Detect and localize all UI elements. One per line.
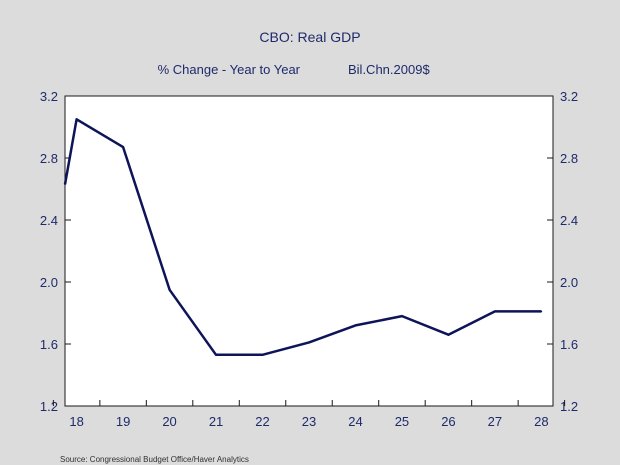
x-tick-label: 21 — [209, 414, 223, 429]
axes-group: 1.2 1.2 1.6 1.6 2.0 2.0 2.4 2.4 2.8 2.8 3.2 3.2 18 19… — [40, 89, 578, 429]
y-tick-label-left: 1.6 — [40, 337, 58, 352]
chart-subtitle-left: % Change - Year to Year — [158, 62, 301, 77]
y-tick-label-right: 2.0 — [560, 275, 578, 290]
y-tick-label-left: 3.2 — [40, 89, 58, 104]
y-tick-label-right: 3.2 — [560, 89, 578, 104]
data-point — [64, 183, 66, 186]
data-point — [354, 324, 357, 327]
y-tick-label-right: 1.6 — [560, 337, 578, 352]
x-tick-label: 25 — [395, 414, 409, 429]
y-tick-label-left: 2.0 — [40, 275, 58, 290]
x-tick-label: 28 — [534, 414, 548, 429]
x-tick-label: 18 — [69, 414, 83, 429]
y-tick-label-right: 2.4 — [560, 213, 578, 228]
data-point — [401, 315, 403, 317]
x-tick-label: 24 — [348, 414, 362, 429]
x-tick-label: 20 — [162, 414, 176, 429]
source-note: Source: Congressional Budget Office/Have… — [60, 455, 249, 464]
data-point — [540, 310, 543, 313]
y-tick-label-left: 2.8 — [40, 151, 58, 166]
y-tick-label-left: 2.4 — [40, 213, 58, 228]
data-point — [261, 354, 264, 356]
data-point — [308, 341, 310, 344]
x-tick-label: 27 — [488, 414, 502, 429]
y-tick-label-left: 1.2 — [40, 399, 58, 414]
data-point — [215, 354, 217, 356]
series-line — [63, 118, 542, 357]
data-point — [447, 333, 450, 336]
x-tick-label: 26 — [441, 414, 455, 429]
chart-subtitle-right: Bil.Chn.2009$ — [348, 62, 430, 77]
data-point — [75, 118, 78, 121]
data-point — [122, 146, 124, 148]
y-tick-label-right: 2.8 — [560, 151, 578, 166]
y-tick-label-right: 1.2 — [560, 399, 578, 414]
x-tick-label: 23 — [302, 414, 316, 429]
chart-title: CBO: Real GDP — [259, 29, 360, 45]
data-point — [494, 310, 496, 313]
x-tick-label: 19 — [116, 414, 130, 429]
series-group — [63, 118, 543, 357]
data-point — [168, 288, 171, 291]
x-tick-label: 22 — [255, 414, 269, 429]
plot-area — [64, 95, 554, 407]
